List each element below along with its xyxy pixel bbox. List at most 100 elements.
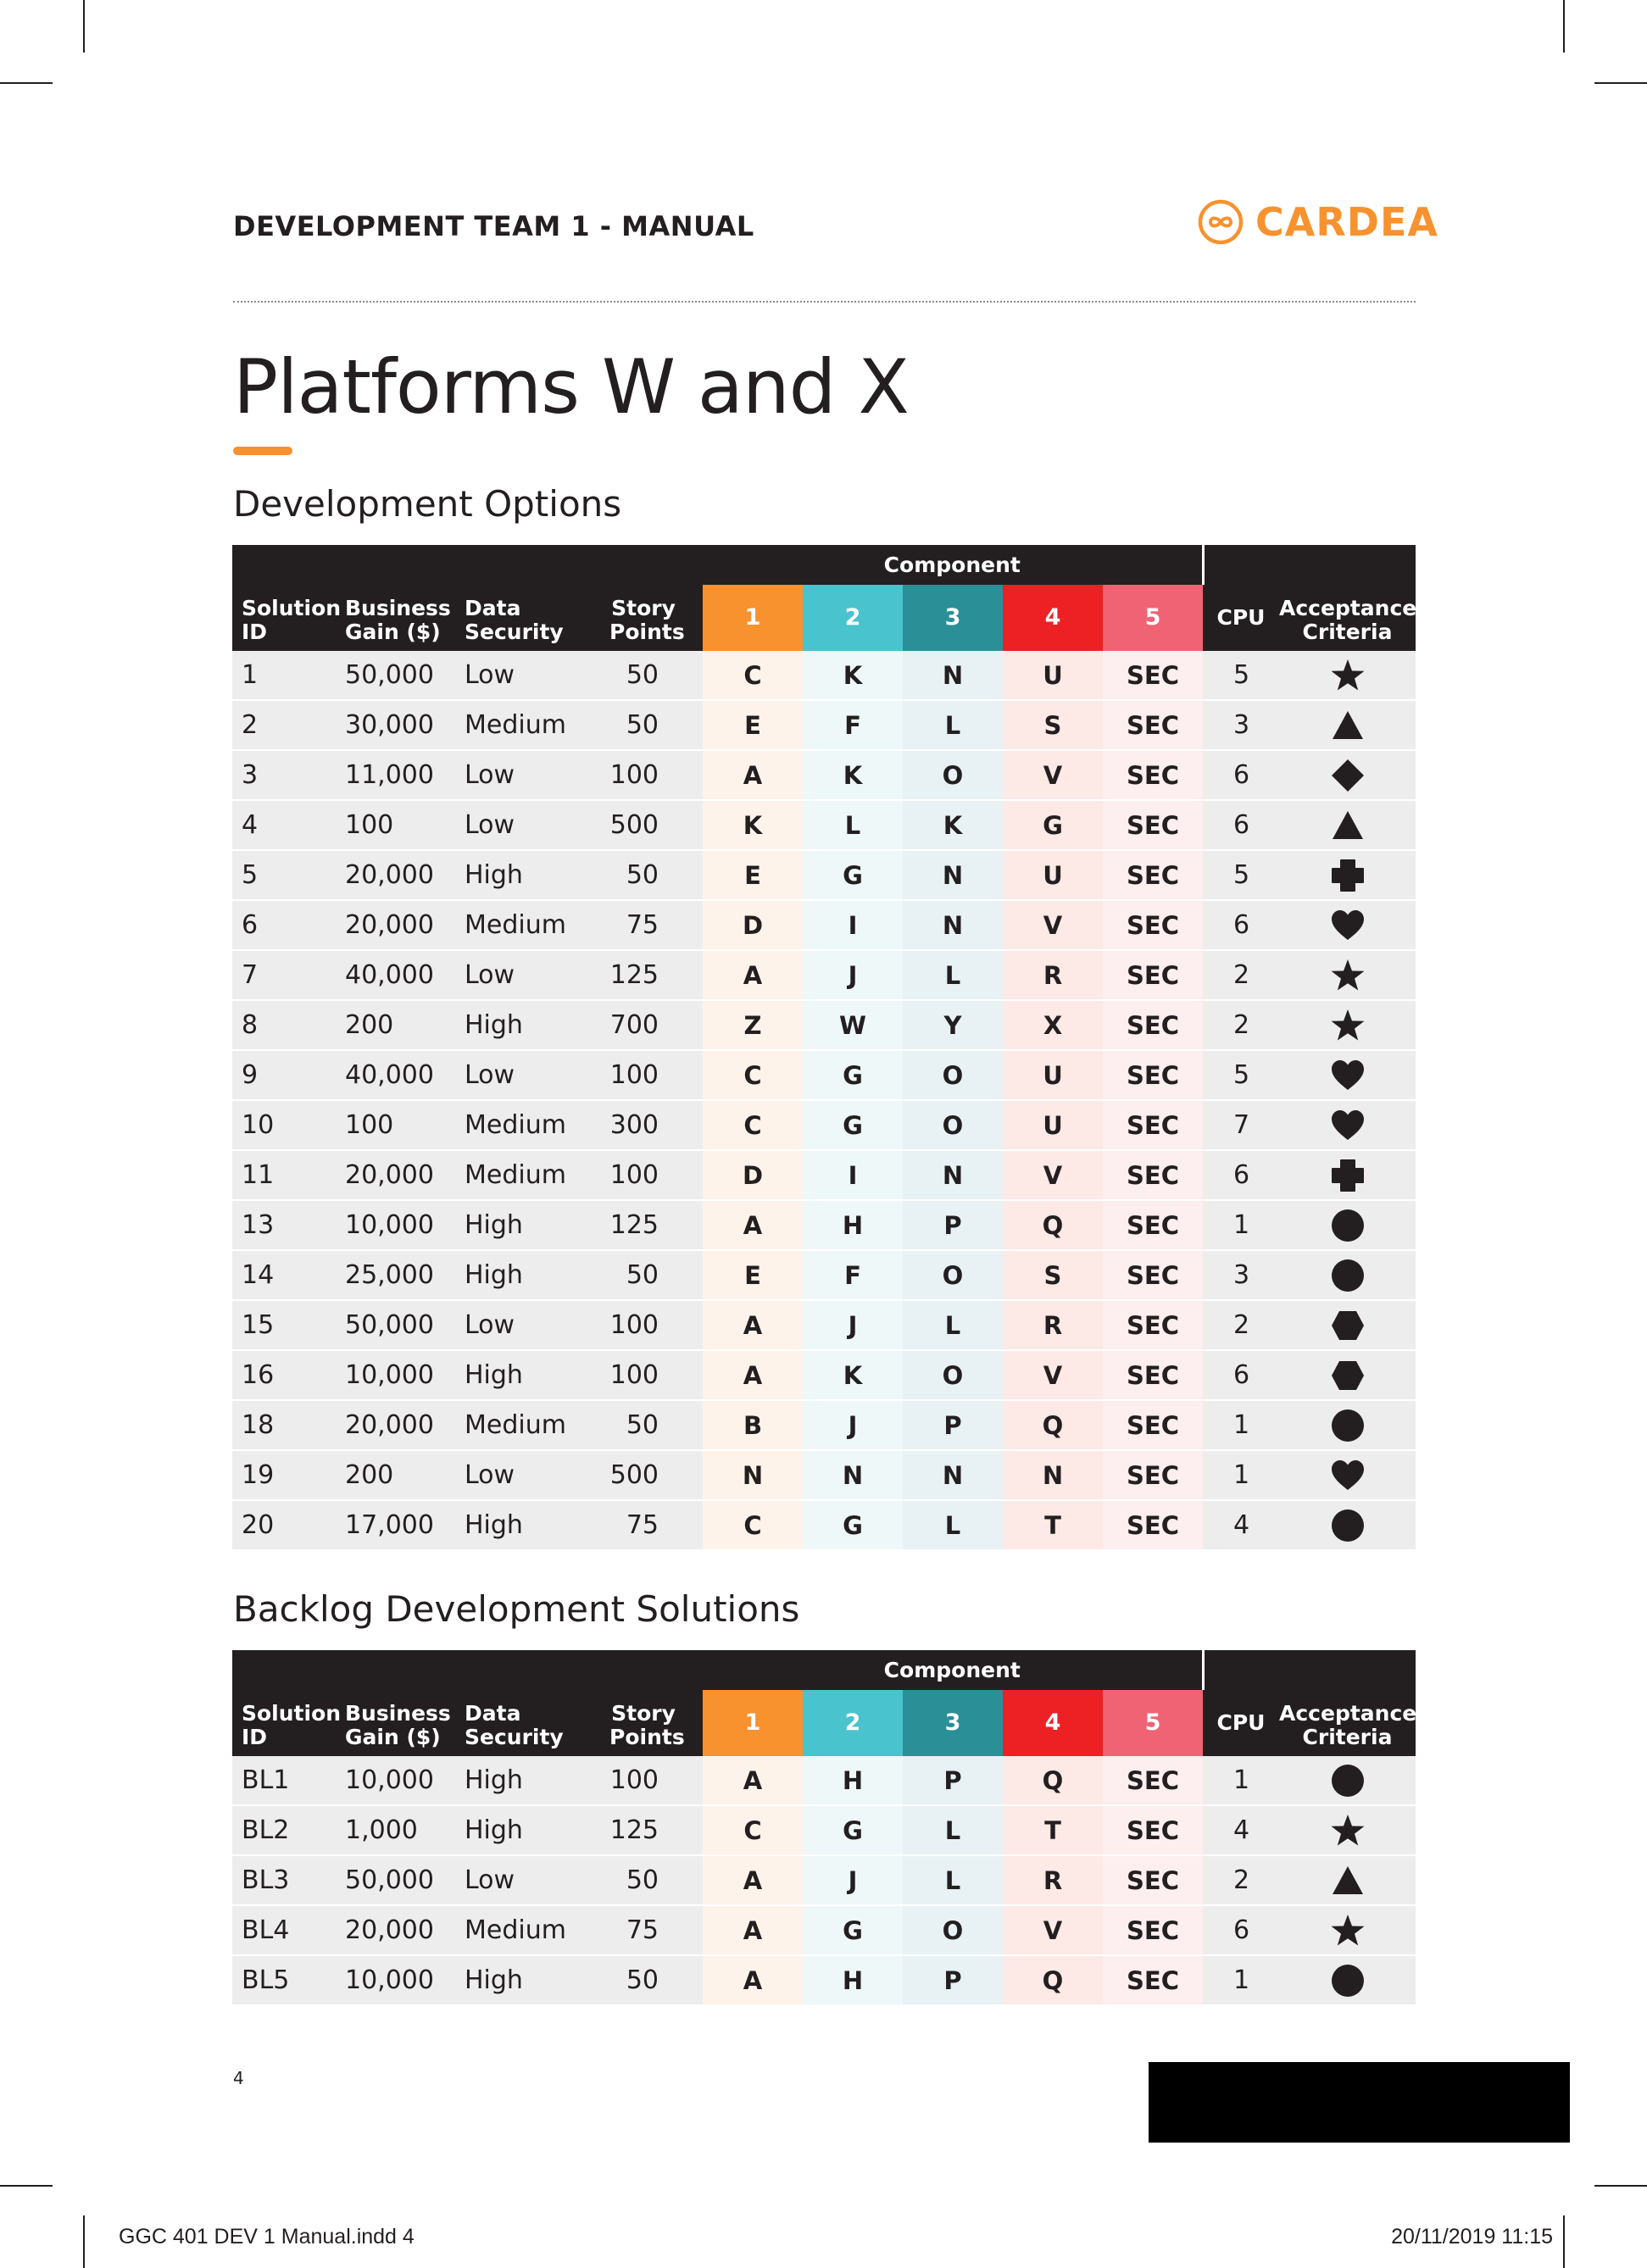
cell-acceptance-criteria — [1279, 1855, 1416, 1906]
cell-cpu: 1 — [1203, 1756, 1279, 1806]
table-row: 15 50,000 Low 100 A J L R SEC 2 — [232, 1300, 1416, 1351]
cell-component-5: SEC — [1103, 1000, 1203, 1051]
cell-story-points: 100 — [584, 1300, 703, 1351]
table-row: 4 100 Low 500 K L K G SEC 6 — [232, 800, 1416, 851]
page-number: 4 — [233, 2068, 244, 2088]
cell-component-3: N — [903, 1150, 1003, 1201]
cell-component-2: J — [803, 1855, 903, 1906]
table-row: BL2 1,000 High 125 C G L T SEC 4 — [232, 1805, 1416, 1856]
cardea-logo: CARDEA — [1198, 197, 1438, 247]
cell-data-security: High — [455, 1805, 584, 1856]
star-icon — [1331, 659, 1364, 690]
cell-business-gain: 100 — [336, 1100, 455, 1151]
cell-component-1: A — [703, 1300, 803, 1351]
col-story-points: Story Points — [584, 585, 703, 651]
star-icon — [1331, 1814, 1364, 1845]
cell-cpu: 4 — [1203, 1500, 1279, 1551]
cell-component-2: G — [803, 850, 903, 901]
cell-story-points: 100 — [584, 750, 703, 801]
cell-cpu: 6 — [1203, 900, 1279, 951]
table-row: 14 25,000 High 50 E F O S SEC 3 — [232, 1250, 1416, 1301]
crop-mark — [0, 2185, 53, 2187]
cell-cpu: 2 — [1203, 1000, 1279, 1051]
crop-mark — [1594, 2185, 1647, 2187]
cell-cpu: 6 — [1203, 750, 1279, 801]
cell-component-3: P — [903, 1756, 1003, 1806]
cell-component-4: R — [1003, 1855, 1103, 1906]
cell-acceptance-criteria — [1279, 900, 1416, 951]
table-row: BL5 10,000 High 50 A H P Q SEC 1 — [232, 1955, 1416, 2006]
table-row: 6 20,000 Medium 75 D I N V SEC 6 — [232, 900, 1416, 951]
col-component-3: 3 — [903, 585, 1003, 651]
cell-cpu: 5 — [1203, 1050, 1279, 1101]
cell-data-security: Medium — [455, 1100, 584, 1151]
cell-solution-id: 4 — [232, 800, 336, 851]
cell-component-3: O — [903, 1100, 1003, 1151]
cell-story-points: 125 — [584, 950, 703, 1001]
cell-business-gain: 50,000 — [336, 1300, 455, 1351]
cell-component-2: G — [803, 1500, 903, 1551]
col-component-1: 1 — [703, 1690, 803, 1756]
header-spacer — [232, 545, 703, 585]
cell-data-security: High — [455, 1000, 584, 1051]
table-row: 1 50,000 Low 50 C K N U SEC 5 — [232, 651, 1416, 701]
cell-component-2: H — [803, 1955, 903, 2006]
cell-component-5: SEC — [1103, 1756, 1203, 1806]
triangle-icon — [1332, 1865, 1363, 1894]
cell-business-gain: 200 — [336, 1000, 455, 1051]
cell-component-3: L — [903, 950, 1003, 1001]
table-row: 19 200 Low 500 N N N N SEC 1 — [232, 1450, 1416, 1501]
cell-business-gain: 25,000 — [336, 1250, 455, 1301]
cell-data-security: Medium — [455, 700, 584, 751]
col-component-2: 2 — [803, 1690, 903, 1756]
cell-component-2: I — [803, 1150, 903, 1201]
cell-component-1: C — [703, 1050, 803, 1101]
cell-story-points: 50 — [584, 651, 703, 701]
table-row: 16 10,000 High 100 A K O V SEC 6 — [232, 1350, 1416, 1401]
section-heading-backlog: Backlog Development Solutions — [233, 1588, 800, 1630]
cell-business-gain: 50,000 — [336, 651, 455, 701]
cell-solution-id: BL5 — [232, 1955, 336, 2006]
cell-component-4: R — [1003, 950, 1103, 1001]
table-row: BL3 50,000 Low 50 A J L R SEC 2 — [232, 1855, 1416, 1906]
cell-component-2: J — [803, 1400, 903, 1451]
cell-component-3: O — [903, 1250, 1003, 1301]
cross-icon — [1331, 859, 1364, 892]
cell-component-1: A — [703, 1955, 803, 2006]
cell-solution-id: 3 — [232, 750, 336, 801]
cell-solution-id: 11 — [232, 1150, 336, 1201]
diamond-icon — [1331, 759, 1364, 792]
cell-story-points: 50 — [584, 1400, 703, 1451]
cross-icon — [1331, 1159, 1364, 1192]
cell-acceptance-criteria — [1279, 800, 1416, 851]
cell-business-gain: 20,000 — [336, 1400, 455, 1451]
cell-acceptance-criteria — [1279, 1000, 1416, 1051]
cell-cpu: 1 — [1203, 1955, 1279, 2006]
cell-story-points: 125 — [584, 1200, 703, 1251]
cell-solution-id: 13 — [232, 1200, 336, 1251]
cell-component-5: SEC — [1103, 1050, 1203, 1101]
cell-component-1: D — [703, 1150, 803, 1201]
cell-data-security: Medium — [455, 1400, 584, 1451]
cell-component-1: A — [703, 950, 803, 1001]
cell-business-gain: 100 — [336, 800, 455, 851]
cell-acceptance-criteria — [1279, 950, 1416, 1001]
cell-business-gain: 1,000 — [336, 1805, 455, 1856]
cell-data-security: High — [455, 1250, 584, 1301]
cell-component-4: V — [1003, 1905, 1103, 1956]
cell-solution-id: 1 — [232, 651, 336, 701]
cell-component-5: SEC — [1103, 1150, 1203, 1201]
cell-component-4: S — [1003, 700, 1103, 751]
cell-component-2: F — [803, 700, 903, 751]
col-acceptance-criteria: Acceptance Criteria — [1279, 1690, 1416, 1756]
heart-icon — [1331, 1109, 1364, 1140]
cell-component-3: N — [903, 850, 1003, 901]
col-component-2: 2 — [803, 585, 903, 651]
cell-component-1: C — [703, 1100, 803, 1151]
col-business-gain: Business Gain ($) — [336, 1690, 455, 1756]
cell-solution-id: 14 — [232, 1250, 336, 1301]
table-row: 11 20,000 Medium 100 D I N V SEC 6 — [232, 1150, 1416, 1201]
cell-component-4: G — [1003, 800, 1103, 851]
cell-component-2: G — [803, 1805, 903, 1856]
cell-story-points: 50 — [584, 1955, 703, 2006]
